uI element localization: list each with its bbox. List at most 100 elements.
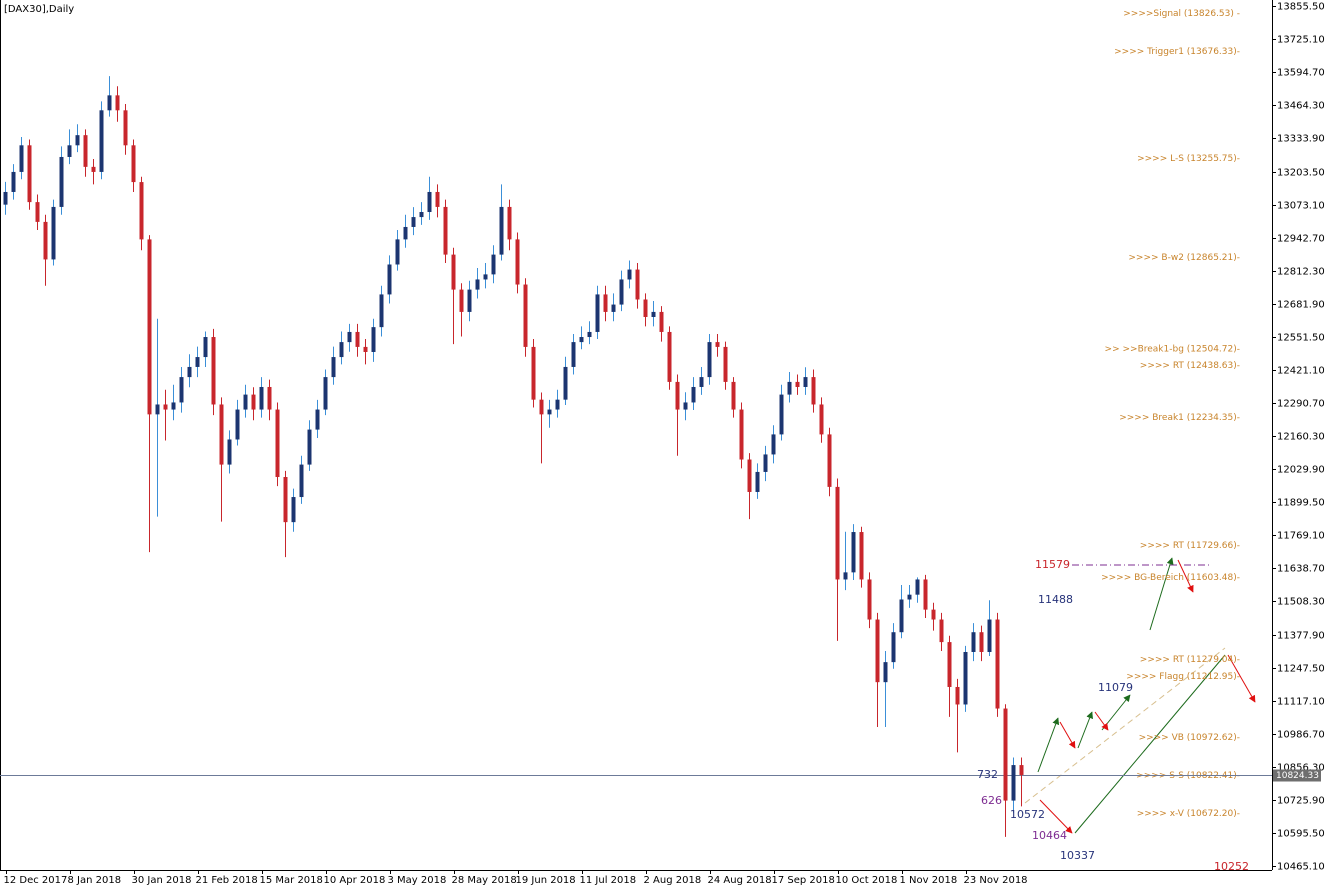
annotation: 11488	[1038, 593, 1073, 606]
y-tick-label: 12681.90	[1277, 300, 1325, 311]
level-label: >>>> RT (11279.04)-	[1140, 655, 1240, 665]
candle-body	[19, 145, 24, 172]
candle-body	[651, 311, 656, 317]
level-label: >>>>Signal (13826.53) -	[1123, 9, 1240, 19]
arrow-down	[1059, 721, 1076, 749]
candle-body	[579, 337, 584, 343]
level-label: >>>> RT (12438.63)-	[1140, 361, 1240, 371]
candle-body	[699, 377, 704, 387]
candle-body	[963, 651, 968, 705]
candle-body	[1011, 765, 1016, 801]
candle-body	[283, 477, 288, 523]
candle-body	[259, 386, 264, 410]
candle-body	[43, 221, 48, 260]
candle-body	[859, 532, 864, 580]
candle-body	[147, 239, 152, 415]
candle-body	[347, 331, 352, 343]
candle-body	[67, 145, 72, 157]
x-tick-label: 28 May 2018	[452, 875, 517, 886]
candle-body	[363, 346, 368, 352]
candle-body	[107, 95, 112, 111]
candle-body	[395, 239, 400, 265]
candle-body	[275, 409, 280, 478]
y-tick-label: 12029.90	[1277, 465, 1325, 476]
candle-body	[3, 191, 8, 205]
x-tick-label: 10 Oct 2018	[836, 875, 898, 886]
candle-body	[763, 454, 768, 472]
candle-body	[179, 377, 184, 403]
annotation: 626	[981, 794, 1002, 807]
candle-body	[35, 202, 40, 222]
x-tick-label: 19 Jun 2018	[516, 875, 576, 886]
candle-body	[875, 619, 880, 683]
candle-body	[971, 632, 976, 652]
candle-body	[755, 471, 760, 492]
y-tick-label: 12942.70	[1277, 234, 1325, 245]
candle-body	[187, 366, 192, 378]
candle-body	[659, 311, 664, 332]
candle-body	[995, 619, 1000, 709]
candle-body	[171, 402, 176, 410]
arrow-down	[1177, 559, 1194, 593]
candle-body	[683, 402, 688, 410]
arrow-up	[1037, 717, 1060, 773]
y-tick-label: 12290.70	[1277, 399, 1325, 410]
candle-body	[291, 497, 296, 523]
y-tick-label: 11247.50	[1277, 664, 1325, 675]
candle-body	[219, 404, 224, 465]
candle-body	[747, 459, 752, 492]
candle-body	[619, 279, 624, 305]
candle-body	[459, 289, 464, 312]
candle-body	[411, 217, 416, 227]
candle-body	[427, 191, 432, 213]
candle-body	[603, 294, 608, 312]
candle-body	[723, 346, 728, 382]
x-tick-label: 17 Sep 2018	[772, 875, 835, 886]
price-box	[1273, 769, 1321, 782]
candle-body	[299, 464, 304, 498]
level-label: >>>> RT (11729.66)-	[1140, 541, 1240, 551]
candle-body	[323, 377, 328, 410]
candle-body	[667, 331, 672, 382]
candle-body	[1019, 765, 1024, 775]
level-label: >>>> x-V (10672.20)-	[1137, 809, 1240, 819]
drawings	[1024, 557, 1256, 834]
candle-body	[939, 619, 944, 643]
y-tick-label: 13333.90	[1277, 134, 1325, 145]
candle-body	[315, 409, 320, 430]
candle-body	[371, 327, 376, 352]
y-tick-label: 11638.70	[1277, 564, 1325, 575]
y-tick-label: 10725.90	[1277, 796, 1325, 807]
candle-body	[635, 269, 640, 300]
candle-body	[251, 394, 256, 410]
level-label: >>>> Break1 (12234.35)-	[1119, 413, 1240, 423]
candle-body	[403, 226, 408, 240]
x-tick-label: 21 Feb 2018	[196, 875, 258, 886]
y-tick-label: 11377.90	[1277, 631, 1325, 642]
candle-body	[211, 337, 216, 405]
candle-body	[795, 381, 800, 387]
annotation: 10464	[1032, 829, 1067, 842]
x-tick-label: 2 Aug 2018	[644, 875, 702, 886]
candle-body	[771, 434, 776, 455]
candle-body	[499, 206, 504, 255]
annotation: 11579	[1035, 558, 1070, 571]
candle-body	[675, 381, 680, 410]
candle-body	[571, 342, 576, 367]
level-label: >>>> B-w2 (12865.21)-	[1128, 253, 1240, 263]
candle-body	[523, 284, 528, 347]
level-label: >>>> BG-Bereich (11603.48)-	[1101, 573, 1240, 583]
level-label: >>>> Trigger1 (13676.33)-	[1114, 47, 1240, 57]
y-tick-label: 13203.50	[1277, 168, 1325, 179]
level-label: >>>> VB (10972.62)-	[1139, 733, 1240, 743]
annotation: 10572	[1010, 808, 1045, 821]
candle-body	[611, 304, 616, 312]
candle-body	[955, 686, 960, 705]
candle-body	[547, 409, 552, 415]
candle-body	[979, 632, 984, 652]
candle-body	[91, 166, 96, 172]
y-tick-label: 13073.10	[1277, 201, 1325, 212]
candle-body	[923, 579, 928, 610]
x-tick-label: 3 May 2018	[388, 875, 447, 886]
